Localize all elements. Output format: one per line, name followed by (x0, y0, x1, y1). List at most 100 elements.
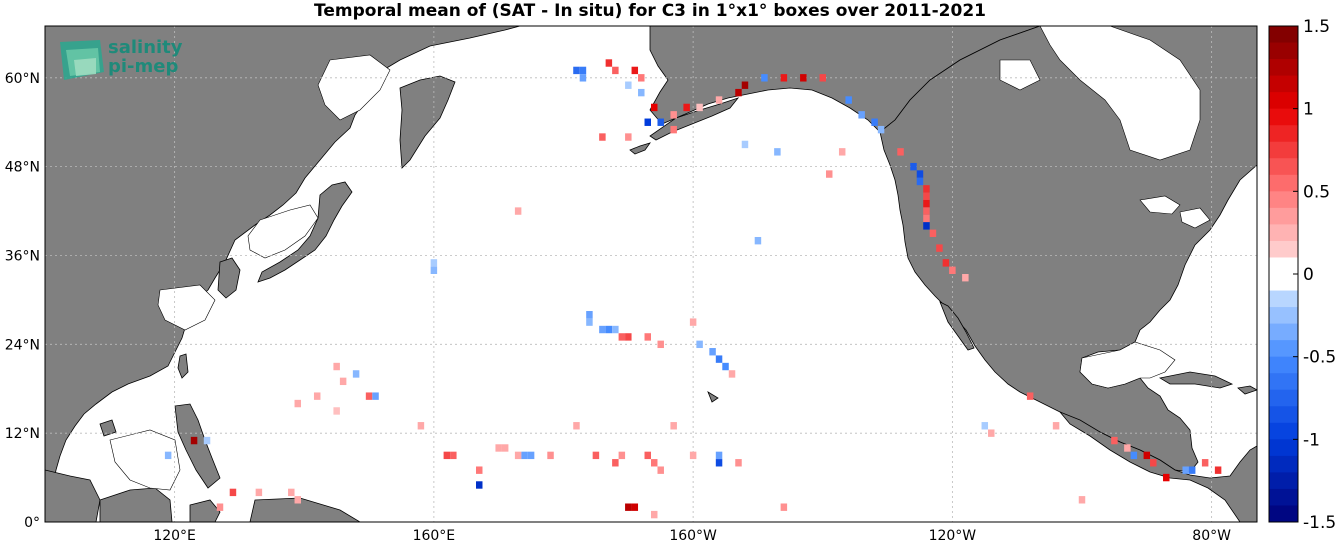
data-cell (203, 436, 211, 445)
data-cell (294, 496, 302, 504)
data-cell (333, 362, 340, 371)
map-gridlines (45, 26, 1257, 522)
data-cell (605, 325, 613, 334)
colorbar-segment (1269, 389, 1298, 407)
lat-tick-label: 0° (24, 515, 40, 531)
yellow-sea (157, 284, 216, 331)
land-new-guinea (249, 497, 361, 522)
data-cell (657, 118, 664, 126)
data-cell (501, 444, 509, 452)
data-cell (722, 362, 729, 371)
data-cell (923, 207, 930, 215)
data-cell (599, 133, 606, 141)
data-cell (923, 222, 930, 230)
data-cell (728, 370, 736, 378)
data-cell (618, 333, 626, 341)
lon-tick-label: 120°W (929, 528, 977, 544)
colorbar-segment (1269, 373, 1298, 391)
data-cell (800, 74, 807, 82)
logo: salinity pi-mep (60, 37, 183, 80)
data-cell (586, 311, 593, 319)
colorbar-segment (1269, 158, 1298, 176)
data-cell (858, 111, 865, 119)
lon-tick-label: 120°E (153, 528, 196, 544)
map-title: Temporal mean of (SAT - In situ) for C3 … (314, 1, 986, 21)
land-aleutians (629, 142, 652, 155)
data-cell (365, 392, 373, 400)
sea-of-japan (247, 204, 319, 259)
data-cell (981, 422, 989, 430)
land-borneo (99, 487, 173, 522)
data-cell (670, 125, 677, 134)
data-cell (774, 148, 781, 156)
data-cell (696, 340, 703, 349)
data-cell (255, 488, 263, 497)
data-cell (670, 422, 677, 430)
land-baja (939, 301, 975, 351)
data-cell (1163, 473, 1170, 482)
data-cell (527, 451, 535, 460)
data-cell (916, 170, 924, 178)
colorbar-segment (1269, 75, 1298, 93)
data-cell (339, 377, 347, 386)
inland-water (109, 26, 1211, 491)
data-cell (288, 488, 295, 497)
data-cell (514, 451, 522, 460)
colorbar-tick-label: 1.5 (1303, 17, 1330, 37)
data-cell (631, 66, 639, 75)
colorbar-segment (1269, 257, 1298, 275)
data-cell (1214, 466, 1222, 474)
data-cell (1201, 459, 1209, 467)
colorbar-tick-label: 1 (1303, 100, 1314, 120)
colorbar-segment (1269, 422, 1298, 440)
data-cell (599, 325, 606, 334)
data-cell (313, 392, 321, 400)
colorbar-segment (1269, 92, 1298, 110)
land-taiwan (177, 353, 189, 379)
sea-of-okhotsk (317, 54, 391, 121)
data-cell (689, 451, 697, 460)
data-cell (1078, 496, 1086, 504)
data-cells (164, 59, 1222, 519)
land-philippines (174, 403, 221, 489)
lat-tick-label: 12°N (5, 426, 40, 442)
colorbar-segment (1269, 307, 1298, 325)
data-cell (417, 422, 425, 430)
data-cell (1130, 451, 1138, 460)
gulf-of-alaska-inlet (999, 59, 1041, 91)
data-cell (333, 407, 340, 415)
colorbar-segment (1269, 224, 1298, 242)
data-cell (638, 88, 645, 97)
data-cell (709, 348, 716, 356)
land-hawaii (707, 391, 719, 403)
data-cell (573, 422, 580, 430)
logo-line2: pi-mep (108, 56, 178, 77)
land-hainan (99, 419, 117, 437)
data-cell (625, 133, 632, 141)
data-cell (741, 81, 749, 89)
data-cell (825, 170, 833, 178)
data-cell (579, 74, 587, 82)
land-hispaniola (1237, 385, 1257, 395)
data-cell (936, 244, 943, 252)
colorbar-segments (1269, 26, 1298, 523)
data-cell (929, 229, 937, 237)
data-cell (923, 185, 930, 193)
data-cell (735, 459, 742, 467)
south-china-sea (109, 429, 181, 491)
data-cell (625, 333, 632, 341)
colorbar-segment (1269, 125, 1298, 143)
colorbar-tick-label: -1.5 (1303, 513, 1336, 533)
data-cell (741, 140, 749, 149)
lat-tick-label: 24°N (5, 337, 40, 353)
colorbar-segment (1269, 42, 1298, 60)
data-cell (1111, 436, 1118, 445)
lat-tick-label: 36°N (5, 248, 40, 264)
data-cell (229, 488, 237, 497)
data-cell (754, 236, 762, 245)
land-korea (217, 257, 241, 299)
colorbar-segment (1269, 505, 1298, 523)
data-cell (910, 162, 917, 171)
lat-axis-labels: 0° 12°N 24°N 36°N 48°N 60°N (5, 71, 40, 531)
data-cell (443, 451, 451, 460)
